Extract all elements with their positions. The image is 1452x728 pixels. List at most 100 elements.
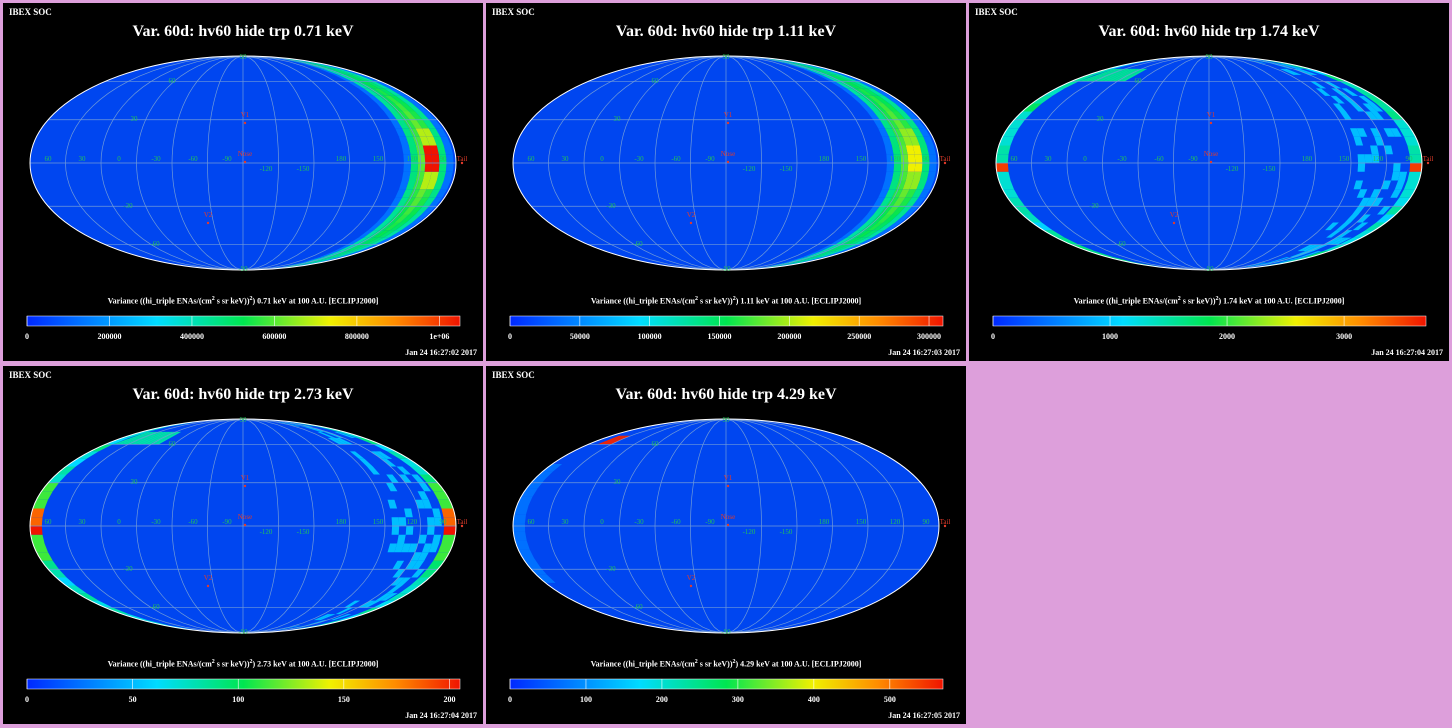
marker-label: Tail bbox=[457, 155, 468, 163]
latitude-tick-label: -60 bbox=[633, 603, 643, 611]
longitude-tick-label: -120 bbox=[743, 165, 756, 173]
marker-label: V2 bbox=[687, 211, 696, 219]
colorbar-tick-label: 200000 bbox=[97, 332, 121, 341]
colorbar-label-part: s sr keV)) bbox=[215, 297, 250, 306]
panel-header: IBEX SOC bbox=[492, 370, 535, 380]
marker-label: Tail bbox=[940, 155, 951, 163]
heatmap-cell bbox=[929, 163, 937, 172]
longitude-tick-label: 60 bbox=[45, 155, 53, 163]
latitude-tick-label: -90 bbox=[238, 265, 248, 273]
sky-map-svg: 60 30 0 -30 -60 -90-120 -150180 150 120 906030-30… bbox=[486, 3, 966, 361]
colorbar-tick-label: 100 bbox=[232, 695, 244, 704]
heatmap-cell bbox=[432, 154, 440, 163]
marker-label: V1 bbox=[724, 111, 733, 119]
sky-map-panel: 60 30 0 -30 -60 -90 -120 -150 180 150 120 90 60 30 -30… bbox=[3, 366, 483, 724]
latitude-tick-label: 30 bbox=[1097, 115, 1105, 123]
heatmap-cell bbox=[513, 523, 525, 532]
longitude-tick-label: -150 bbox=[1263, 165, 1276, 173]
panel-header: IBEX SOC bbox=[9, 370, 52, 380]
longitude-tick-label: 90 bbox=[923, 518, 931, 526]
heatmap-cell bbox=[30, 517, 43, 526]
latitude-tick-label: -90 bbox=[721, 628, 731, 636]
heatmap-cell bbox=[418, 154, 426, 163]
marker-label: Tail bbox=[457, 518, 468, 526]
longitude-tick-label: 120 bbox=[890, 155, 901, 163]
colorbar-label-part: ) 0.71 keV at 100 A.U. [ECLIPJ2000] bbox=[253, 297, 379, 306]
colorbar bbox=[27, 679, 460, 689]
colorbar-tick-label: 100 bbox=[580, 695, 592, 704]
colorbar-label-part: Variance ((hi_triple ENAs/(cm bbox=[591, 660, 695, 669]
heatmap-cell bbox=[1358, 154, 1366, 163]
latitude-tick-label: 90 bbox=[240, 53, 248, 61]
colorbar-label-part: ) 2.73 keV at 100 A.U. [ECLIPJ2000] bbox=[253, 660, 379, 669]
chart-title: Var. 60d: hv60 hide trp 1.11 keV bbox=[486, 23, 966, 41]
longitude-tick-label: 30 bbox=[562, 518, 570, 526]
heatmap-cell bbox=[1358, 163, 1366, 172]
timestamp: Jan 24 16:27:04 2017 bbox=[405, 711, 477, 720]
chart-title: Var. 60d: hv60 hide trp 1.74 keV bbox=[969, 23, 1449, 41]
chart-title: Var. 60d: hv60 hide trp 0.71 keV bbox=[3, 23, 483, 41]
marker-label: V1 bbox=[1207, 111, 1216, 119]
longitude-tick-label: -90 bbox=[222, 518, 232, 526]
longitude-tick-label: 150 bbox=[856, 155, 867, 163]
longitude-tick-label: 60 bbox=[528, 518, 536, 526]
colorbar-label-part: Variance ((hi_triple ENAs/(cm bbox=[591, 297, 695, 306]
heatmap-cell bbox=[410, 163, 418, 172]
longitude-tick-label: -90 bbox=[222, 155, 232, 163]
heatmap-cell bbox=[513, 532, 526, 541]
longitude-tick-label: 0 bbox=[600, 518, 604, 526]
longitude-tick-label: 60 bbox=[1011, 155, 1019, 163]
colorbar-tick-label: 200 bbox=[443, 695, 455, 704]
sky-map-svg: 60 30 0 -30 -60 -90-120 -150180 150 120 906030-30… bbox=[3, 366, 483, 724]
marker-tail: Tail bbox=[940, 518, 951, 527]
longitude-tick-label: 180 bbox=[819, 518, 830, 526]
longitude-tick-label: 90 bbox=[440, 155, 448, 163]
longitude-tick-label: 30 bbox=[79, 518, 87, 526]
longitude-tick-label: -60 bbox=[1154, 155, 1164, 163]
heatmap-cell bbox=[403, 163, 411, 172]
longitude-tick-label: 90 bbox=[440, 518, 448, 526]
marker-label: Tail bbox=[940, 518, 951, 526]
longitude-tick-label: 60 bbox=[45, 518, 53, 526]
latitude-tick-label: 60 bbox=[169, 77, 177, 85]
heatmap-cell bbox=[427, 526, 435, 535]
heatmap-cell bbox=[425, 154, 433, 163]
colorbar-tick-label: 0 bbox=[508, 695, 512, 704]
sky-map-svg: 60 30 0 -30 -60 -90-120 -150180 150 120 906030-30… bbox=[969, 3, 1449, 361]
colorbar-tick-label: 1e+06 bbox=[429, 332, 449, 341]
heatmap-cell bbox=[901, 154, 909, 163]
longitude-tick-label: -30 bbox=[151, 155, 161, 163]
heatmap-cell bbox=[908, 154, 916, 163]
heatmap-cell bbox=[901, 163, 909, 172]
latitude-tick-label: -60 bbox=[150, 240, 160, 248]
longitude-tick-label: -30 bbox=[1117, 155, 1127, 163]
latitude-tick-label: -60 bbox=[633, 240, 643, 248]
panel-header: IBEX SOC bbox=[975, 7, 1018, 17]
heatmap-cell bbox=[392, 517, 400, 526]
longitude-tick-label: 90 bbox=[1406, 155, 1414, 163]
colorbar-label-part: s sr keV)) bbox=[1181, 297, 1216, 306]
heatmap-cell bbox=[425, 163, 433, 172]
chart-title: Var. 60d: hv60 hide trp 4.29 keV bbox=[486, 386, 966, 404]
longitude-tick-label: -120 bbox=[260, 528, 273, 536]
sky-map-panel: 60 30 0 -30 -60 -90 -120 -150 180 150 120 90 60 30 -30… bbox=[3, 3, 483, 361]
colorbar-label-part: Variance ((hi_triple ENAs/(cm bbox=[1074, 297, 1178, 306]
latitude-tick-label: 90 bbox=[1206, 53, 1214, 61]
longitude-tick-label: 180 bbox=[336, 518, 347, 526]
marker-tail: Tail bbox=[457, 155, 468, 164]
heatmap-cell bbox=[1365, 154, 1373, 163]
longitude-tick-label: 120 bbox=[1373, 155, 1384, 163]
longitude-tick-label: 120 bbox=[890, 518, 901, 526]
longitude-tick-label: 150 bbox=[1339, 155, 1350, 163]
longitude-tick-label: -60 bbox=[188, 155, 198, 163]
heatmap-cell bbox=[915, 154, 923, 163]
heatmap-cell bbox=[399, 517, 407, 526]
timestamp: Jan 24 16:27:04 2017 bbox=[1371, 348, 1443, 357]
colorbar-label-part: ) 1.11 keV at 100 A.U. [ECLIPJ2000] bbox=[736, 297, 861, 306]
heatmap-cell bbox=[432, 163, 440, 172]
colorbar-tick-label: 200000 bbox=[777, 332, 801, 341]
colorbar-label-part: ) 4.29 keV at 100 A.U. [ECLIPJ2000] bbox=[736, 660, 862, 669]
heatmap-cell bbox=[30, 526, 43, 535]
colorbar-tick-label: 0 bbox=[991, 332, 995, 341]
